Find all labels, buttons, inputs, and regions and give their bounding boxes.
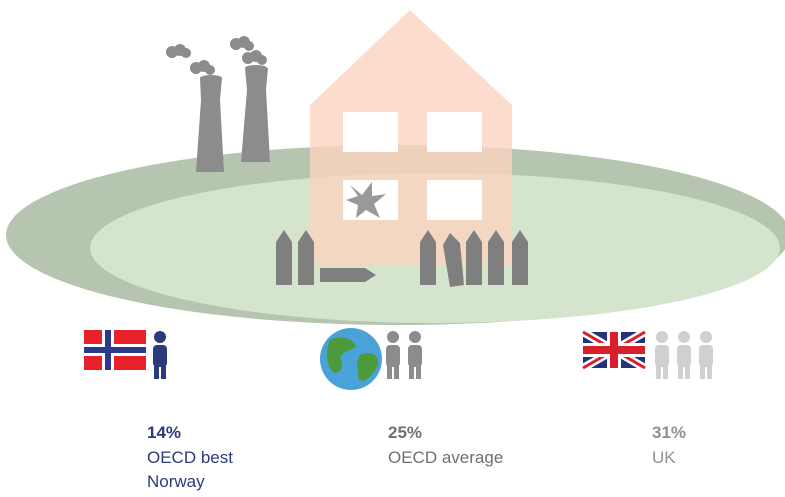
chimneys bbox=[166, 36, 270, 172]
person-icon bbox=[699, 331, 713, 379]
house bbox=[310, 10, 512, 265]
uk-group: 31% UK bbox=[580, 328, 713, 467]
person-icon bbox=[408, 331, 422, 379]
person-icon bbox=[153, 331, 167, 379]
person-icon bbox=[677, 331, 691, 379]
norway-flag bbox=[84, 330, 146, 370]
globe bbox=[320, 328, 382, 390]
label: OECD best bbox=[147, 448, 233, 467]
oecd-group: 25% OECD average bbox=[320, 328, 503, 467]
norway-group: 14% OECD best Norway bbox=[84, 330, 233, 491]
label: UK bbox=[652, 448, 676, 467]
percent: 25% bbox=[388, 423, 422, 442]
label: OECD average bbox=[388, 448, 503, 467]
percent: 14% bbox=[147, 423, 181, 442]
person-icon bbox=[655, 331, 669, 379]
uk-flag bbox=[580, 328, 648, 372]
fence bbox=[276, 230, 528, 287]
sublabel: Norway bbox=[147, 472, 205, 491]
percent: 31% bbox=[652, 423, 686, 442]
person-icon bbox=[386, 331, 400, 379]
scene bbox=[6, 10, 785, 325]
